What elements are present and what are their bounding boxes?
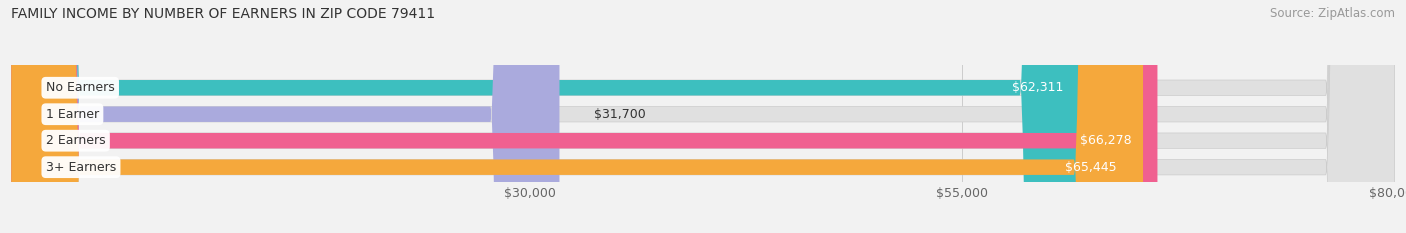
Text: 3+ Earners: 3+ Earners	[46, 161, 117, 174]
FancyBboxPatch shape	[11, 0, 1143, 233]
FancyBboxPatch shape	[11, 0, 1088, 233]
Text: $66,278: $66,278	[1080, 134, 1132, 147]
Text: 2 Earners: 2 Earners	[46, 134, 105, 147]
FancyBboxPatch shape	[11, 0, 1395, 233]
Text: $62,311: $62,311	[1011, 81, 1063, 94]
FancyBboxPatch shape	[11, 0, 1395, 233]
Text: $31,700: $31,700	[595, 108, 645, 121]
Text: FAMILY INCOME BY NUMBER OF EARNERS IN ZIP CODE 79411: FAMILY INCOME BY NUMBER OF EARNERS IN ZI…	[11, 7, 436, 21]
FancyBboxPatch shape	[11, 0, 1157, 233]
FancyBboxPatch shape	[11, 0, 560, 233]
Text: No Earners: No Earners	[46, 81, 114, 94]
FancyBboxPatch shape	[11, 0, 1395, 233]
Text: $65,445: $65,445	[1066, 161, 1118, 174]
Text: Source: ZipAtlas.com: Source: ZipAtlas.com	[1270, 7, 1395, 20]
Text: 1 Earner: 1 Earner	[46, 108, 98, 121]
FancyBboxPatch shape	[11, 0, 1395, 233]
